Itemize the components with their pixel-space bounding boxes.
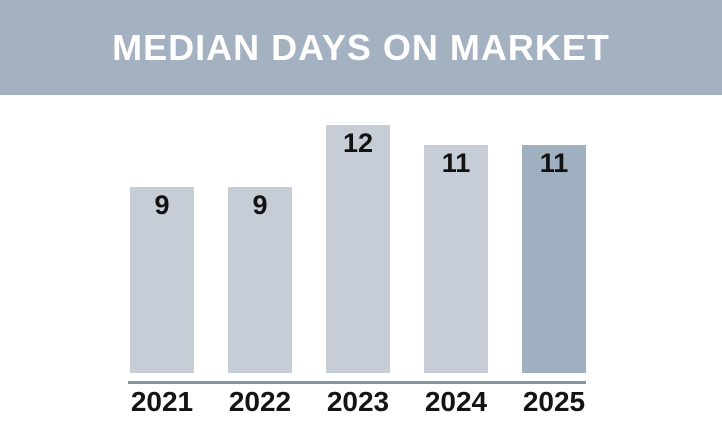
bar-value-label-2022: 9 xyxy=(252,190,268,220)
bar-2024: 11 xyxy=(424,145,488,373)
bar-column-2025: 11 xyxy=(522,95,586,373)
x-tick-label-2023: 2023 xyxy=(326,386,390,417)
bar-column-2023: 12 xyxy=(326,95,390,373)
bar-2021: 9 xyxy=(130,187,194,373)
bar-column-2021: 9 xyxy=(130,95,194,373)
bar-column-2024: 11 xyxy=(424,95,488,373)
bar-value-label-2025: 11 xyxy=(539,148,569,178)
bar-2023: 12 xyxy=(326,125,390,373)
bar-value-label-2023: 12 xyxy=(342,128,374,158)
chart-title-banner: MEDIAN DAYS ON MARKET xyxy=(0,0,722,95)
x-axis-line xyxy=(128,381,586,384)
bar-value-label-2021: 9 xyxy=(154,190,170,220)
x-tick-label-2024: 2024 xyxy=(424,386,488,417)
x-tick-label-2025: 2025 xyxy=(522,386,586,417)
bar-2022: 9 xyxy=(228,187,292,373)
x-tick-label-2022: 2022 xyxy=(228,386,292,417)
bar-column-2022: 9 xyxy=(228,95,292,373)
chart-title: MEDIAN DAYS ON MARKET xyxy=(112,26,610,68)
bar-2025: 11 xyxy=(522,145,586,373)
x-tick-label-2021: 2021 xyxy=(130,386,194,417)
bar-value-label-2024: 11 xyxy=(441,148,471,178)
plot-area: 9 9 12 11 11 2021 2022 2023 2024 xyxy=(0,95,722,444)
